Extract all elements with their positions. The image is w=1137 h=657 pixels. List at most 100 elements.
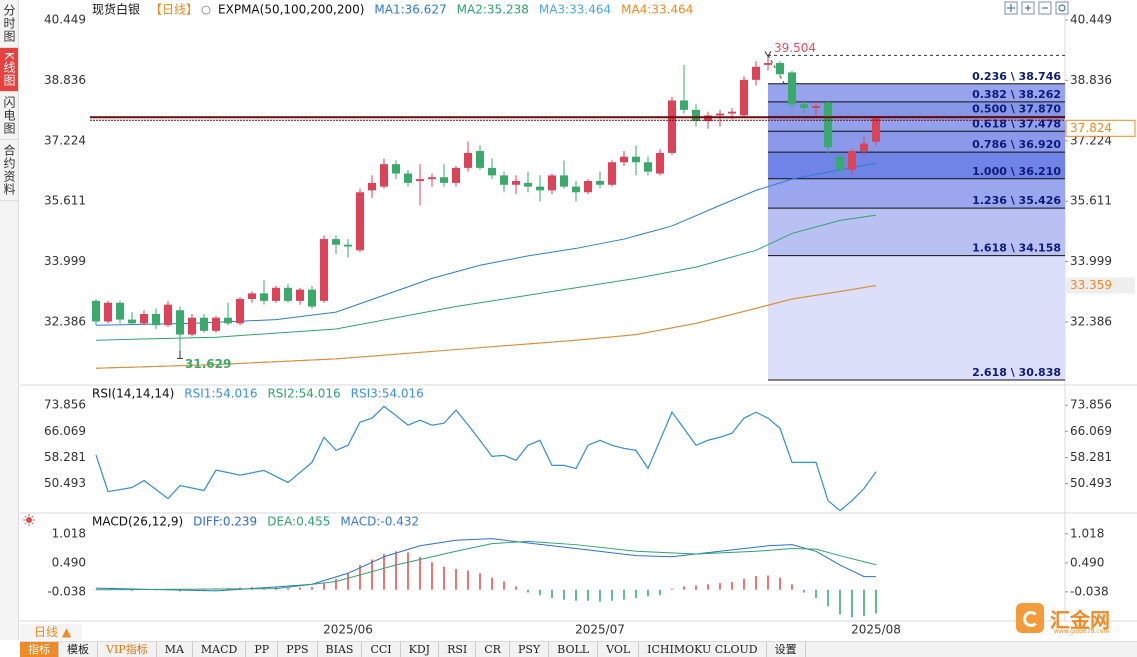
macd-bar (323, 583, 325, 590)
y-tick-label-left: 50.493 (44, 476, 86, 490)
candle-body (668, 100, 676, 153)
icon-settings[interactable] (1055, 1, 1069, 15)
candle-body (776, 63, 784, 75)
tab-flash[interactable]: 闪电图 (0, 92, 18, 140)
y-tick-label-left: 1.018 (52, 526, 86, 540)
macd-bar (515, 586, 517, 590)
toolbar-item[interactable]: 设置 (767, 642, 806, 657)
fib-band (768, 83, 1065, 102)
candle-body (476, 151, 484, 168)
candle-body (440, 177, 448, 183)
candle-body (572, 186, 580, 193)
indicator-name: MACD(26,12,9) (92, 515, 183, 529)
fib-label: 0.500 \ 37.870 (972, 103, 1061, 116)
candle-body (260, 293, 268, 301)
price-tag: 37.824 (1070, 121, 1112, 135)
tab-contract[interactable]: 合约资料 (0, 140, 18, 201)
legend-entry: MA3:33.464 (539, 3, 611, 17)
macd-bar (851, 589, 853, 618)
candle-body (500, 175, 508, 185)
toolbar-item[interactable]: BOLL (549, 642, 599, 657)
candle-body (836, 156, 844, 170)
y-tick-label-right: 1.018 (1070, 526, 1104, 540)
fib-label: 1.618 \ 34.158 (972, 242, 1061, 255)
indicator-line (95, 405, 877, 512)
indicator-toolbar: 指标 模板 VIP指标 MA MACD PP PPS BIAS CCI KDJ RSI CR PSY BO… (20, 641, 1137, 657)
toolbar-item[interactable]: PP (246, 642, 279, 657)
macd-bar (347, 573, 349, 590)
y-tick-label-right: -0.038 (1070, 584, 1109, 598)
candle-body (116, 302, 124, 320)
toolbar-item[interactable]: RSI (439, 642, 477, 657)
y-tick-label-left: 35.611 (44, 194, 86, 208)
candle-body (824, 102, 832, 148)
icon-sun (26, 517, 32, 523)
low-label: 31.629 (185, 357, 231, 371)
macd-bar (803, 589, 805, 593)
macd-bar (623, 589, 625, 600)
y-tick-label-left: 33.999 (44, 254, 86, 268)
icon-glyph (1007, 4, 1015, 12)
toolbar-item[interactable]: ICHIMOKU CLOUD (639, 642, 767, 657)
toolbar-item[interactable]: 模板 (59, 642, 98, 657)
y-tick-label-left: 66.069 (44, 424, 86, 438)
toolbar-item[interactable]: 指标 (20, 642, 59, 657)
candle-body (200, 317, 208, 331)
legend-entry: MA4:33.464 (621, 3, 693, 17)
candle-body (320, 239, 328, 301)
y-tick-label-left: 38.836 (44, 73, 86, 87)
period-selector[interactable]: 日线 ▲ (20, 624, 82, 640)
tab-timeshare[interactable]: 分时图 (0, 0, 18, 48)
price-tag-box (1065, 119, 1136, 137)
y-tick-label-right: 40.449 (1070, 12, 1112, 26)
watermark: 汇金网 www.gold678.com (1014, 602, 1134, 638)
logo-name: 汇金网 (1050, 608, 1110, 632)
toolbar-item[interactable]: PSY (510, 642, 550, 657)
candle-body (812, 106, 820, 108)
crosshair-icon (201, 5, 211, 15)
fib-band (768, 255, 1065, 380)
period-tag: 【日线】 (150, 3, 198, 17)
high-arrow (764, 51, 772, 57)
toolbar-item[interactable]: MA (157, 642, 193, 657)
y-tick-label-left: 40.449 (44, 12, 86, 26)
macd-bar (671, 588, 673, 590)
macd-bar (431, 562, 433, 590)
candle-body (368, 182, 376, 191)
candle-body (392, 164, 400, 174)
macd-bar (179, 589, 181, 592)
candle-body (308, 289, 316, 307)
candle-body (740, 79, 748, 116)
candle-body (536, 186, 544, 191)
indicator-settings-icon[interactable] (23, 514, 35, 526)
toolbar-item[interactable]: VIP指标 (98, 642, 157, 657)
y-tick-label-right: 33.999 (1070, 254, 1112, 268)
candle-body (104, 302, 112, 322)
toolbar-item[interactable]: VOL (598, 642, 640, 657)
candle-body (452, 167, 460, 183)
macd-bar (611, 589, 613, 601)
macd-bar (815, 589, 817, 599)
toolbar-item[interactable]: CR (476, 642, 510, 657)
candle-body (236, 298, 244, 324)
candle-body (128, 319, 136, 324)
candle-body (596, 181, 604, 185)
candle-body (404, 173, 412, 183)
macd-bar (299, 587, 301, 590)
candle-body (788, 72, 796, 105)
candle-body (632, 156, 640, 163)
candle-body (416, 179, 424, 182)
toolbar-item[interactable]: KDJ (401, 642, 440, 657)
y-tick-label-left: 73.856 (44, 398, 86, 412)
macd-bar (719, 583, 721, 590)
indicator-line (95, 405, 877, 512)
toolbar-item[interactable]: MACD (193, 642, 247, 657)
y-tick-label-right: 35.611 (1070, 194, 1112, 208)
candle-body (164, 304, 172, 326)
tab-kline[interactable]: K线图 (0, 48, 18, 92)
toolbar-item[interactable]: BIAS (318, 642, 363, 657)
fib-label: 1.236 \ 35.426 (972, 194, 1061, 207)
toolbar-item[interactable]: PPS (278, 642, 318, 657)
ma-tag: 33.359 (1070, 278, 1112, 292)
toolbar-item[interactable]: CCI (362, 642, 401, 657)
